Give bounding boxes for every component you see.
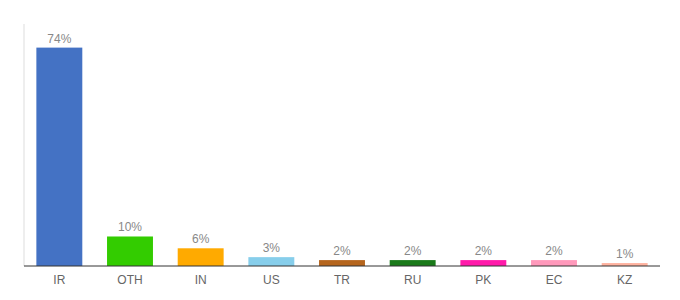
x-tick-label: RU: [404, 273, 421, 287]
x-tick-label: TR: [334, 273, 350, 287]
bar: [319, 260, 365, 266]
bar: [531, 260, 577, 266]
data-label: 2%: [333, 244, 351, 258]
bar: [178, 248, 224, 266]
y-axis-line: [24, 24, 25, 266]
x-tick-label: US: [263, 273, 280, 287]
bars: [36, 48, 647, 266]
data-label: 2%: [404, 244, 422, 258]
bar: [107, 236, 153, 266]
data-label: 2%: [545, 244, 563, 258]
data-label: 1%: [616, 247, 634, 261]
data-label: 2%: [475, 244, 493, 258]
bar: [460, 260, 506, 266]
bar: [248, 257, 294, 266]
x-tick-label: KZ: [617, 273, 632, 287]
data-label: 74%: [47, 32, 71, 46]
bar: [36, 48, 82, 266]
chart-container: 74% 10% 6% 3% 2% 2% 2% 2% 1% IR OTH IN US TR RU PK EC KZ: [0, 0, 680, 300]
bar: [390, 260, 436, 266]
data-label: 3%: [263, 241, 281, 255]
x-axis-line: [24, 266, 660, 267]
data-label: 10%: [118, 220, 142, 234]
data-label: 6%: [192, 232, 210, 246]
x-tick-label: IN: [195, 273, 207, 287]
x-tick-label: OTH: [117, 273, 142, 287]
chart: 74% 10% 6% 3% 2% 2% 2% 2% 1% IR OTH IN US TR RU PK EC KZ: [0, 0, 680, 300]
x-tick-label: EC: [546, 273, 563, 287]
x-tick-label: IR: [53, 273, 65, 287]
x-tick-label: PK: [475, 273, 491, 287]
